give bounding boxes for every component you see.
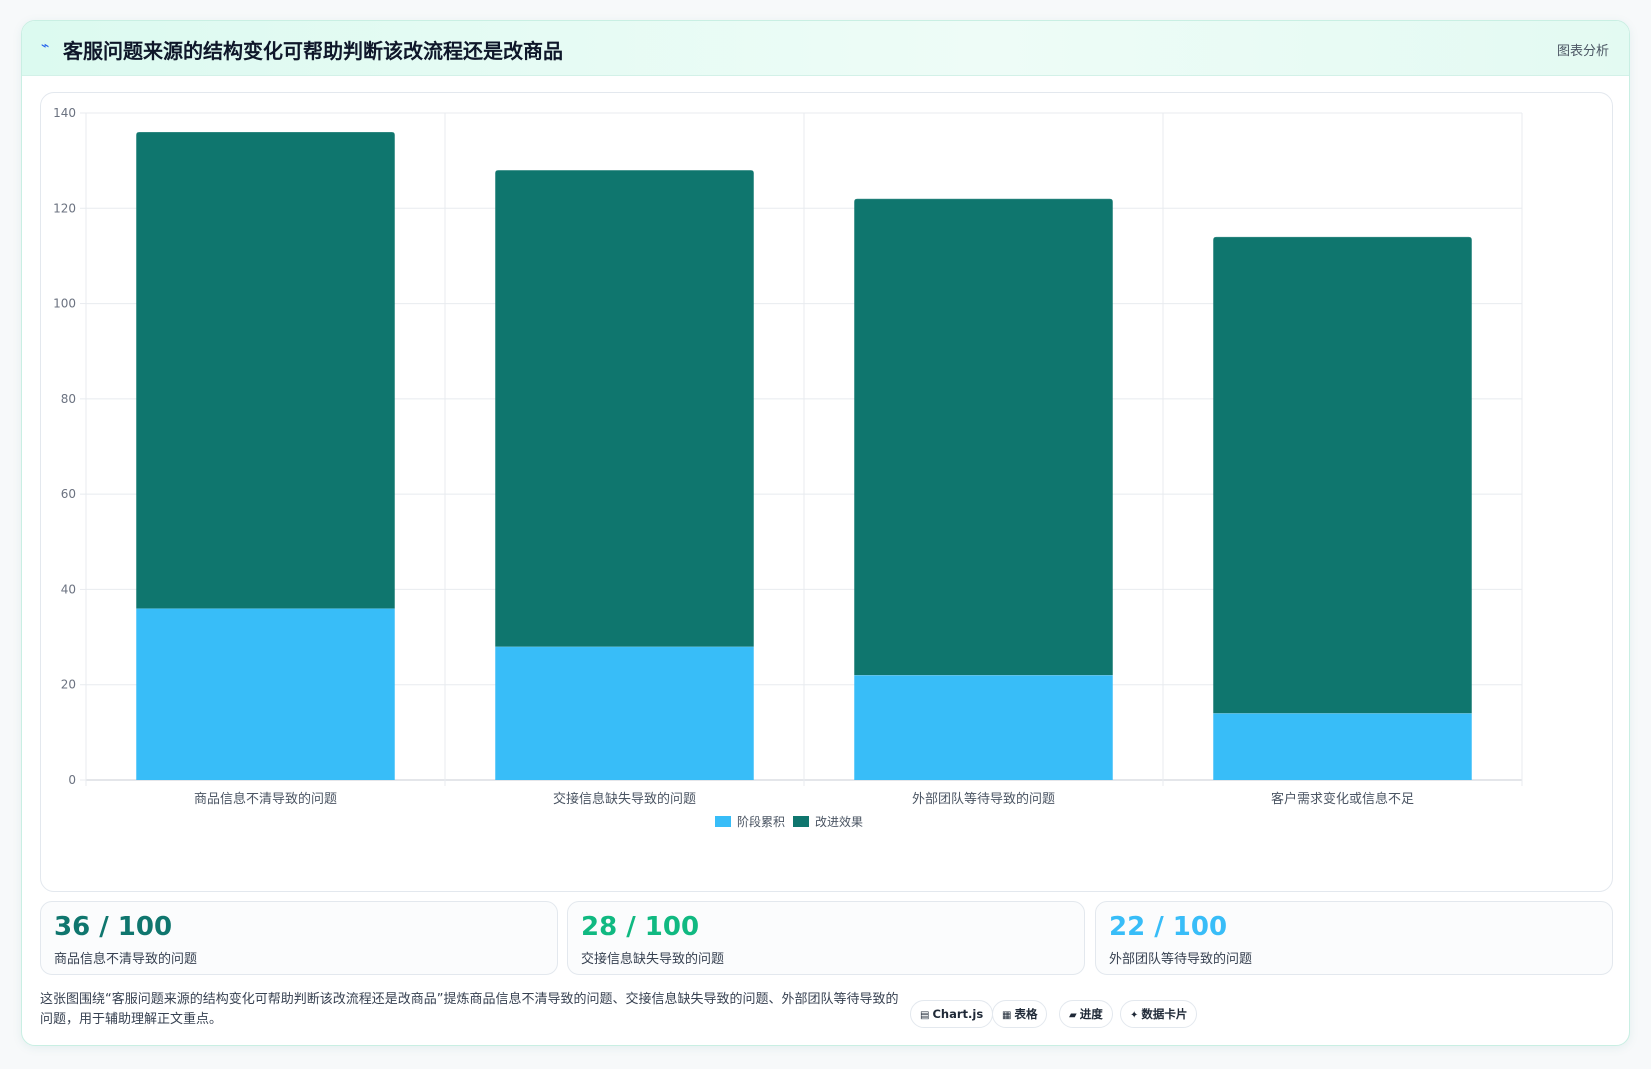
stacked-bar-chart: 0 20 40 60 80 100 120 140 商品信息不清导致的问题 交接信息缺失导致的问题… bbox=[53, 106, 1523, 829]
chip-label: 数据卡片 bbox=[1141, 1007, 1188, 1021]
y-tick-label: 40 bbox=[61, 582, 76, 596]
progress-icon: ▰ bbox=[1069, 1010, 1077, 1021]
kpi-card: 22 / 100 外部团队等待导致的问题 bbox=[1095, 901, 1613, 975]
kpi-value: 22 / 100 bbox=[1109, 912, 1228, 942]
y-tick-label: 0 bbox=[68, 773, 76, 787]
x-tick-label: 交接信息缺失导致的问题 bbox=[553, 791, 696, 807]
y-tick-label: 100 bbox=[53, 297, 76, 311]
y-tick-label: 20 bbox=[61, 678, 76, 692]
y-tick-label: 80 bbox=[61, 392, 76, 406]
kpi-label: 外部团队等待导致的问题 bbox=[1109, 952, 1253, 967]
header-badge: 图表分析 bbox=[1556, 44, 1609, 59]
bar-segment bbox=[136, 608, 395, 780]
kpi-card: 28 / 100 交接信息缺失导致的问题 bbox=[567, 901, 1085, 975]
bar-segment bbox=[495, 170, 754, 647]
table-icon: ▦ bbox=[1002, 1010, 1012, 1021]
x-tick-label: 商品信息不清导致的问题 bbox=[194, 791, 337, 807]
legend-label: 改进效果 bbox=[815, 814, 863, 829]
x-tick-label: 客户需求变化或信息不足 bbox=[1271, 791, 1414, 807]
chip-chartjs[interactable]: ▤ Chart.js bbox=[910, 1000, 994, 1028]
kpi-card: 36 / 100 商品信息不清导致的问题 bbox=[40, 901, 558, 975]
y-tick-label: 120 bbox=[53, 201, 76, 215]
y-tick-label: 60 bbox=[61, 487, 76, 501]
kpi-value: 36 / 100 bbox=[54, 912, 173, 942]
chip-label: 进度 bbox=[1079, 1007, 1103, 1021]
bar-segment bbox=[1213, 236, 1472, 714]
bar-segment bbox=[136, 132, 395, 609]
chart-icon: ▤ bbox=[920, 1010, 930, 1021]
chip-progress[interactable]: ▰ 进度 bbox=[1059, 1000, 1113, 1028]
legend-swatch bbox=[793, 816, 809, 827]
chip-datacard[interactable]: ✦ 数据卡片 bbox=[1120, 1000, 1198, 1028]
card-title: 客服问题来源的结构变化可帮助判断该改流程还是改商品 bbox=[63, 39, 563, 63]
sparkle-icon: ✦ bbox=[1130, 1010, 1139, 1021]
legend-label: 阶段累积 bbox=[737, 814, 785, 829]
chip-table[interactable]: ▦ 表格 bbox=[992, 1000, 1048, 1028]
bar-segment bbox=[854, 198, 1113, 676]
kpi-label: 商品信息不清导致的问题 bbox=[54, 952, 198, 967]
y-tick-label: 140 bbox=[53, 106, 76, 120]
bar-segment bbox=[854, 675, 1113, 780]
trend-line-icon: ⌁ bbox=[41, 38, 50, 54]
kpi-row: 36 / 100 商品信息不清导致的问题 28 / 100 交接信息缺失导致的问… bbox=[40, 901, 1613, 975]
chip-label: 表格 bbox=[1014, 1007, 1038, 1021]
legend-swatch bbox=[715, 816, 731, 827]
bar-segment bbox=[1213, 713, 1472, 780]
kpi-value: 28 / 100 bbox=[581, 912, 700, 942]
card-header: ⌁ 客服问题来源的结构变化可帮助判断该改流程还是改商品 图表分析 bbox=[22, 21, 1629, 76]
kpi-label: 交接信息缺失导致的问题 bbox=[581, 952, 725, 967]
chip-label: Chart.js bbox=[932, 1007, 984, 1021]
bar-segment bbox=[495, 646, 754, 780]
chart-area: 0 20 40 60 80 100 120 140 商品信息不清导致的问题 交接信息缺失导致的问题… bbox=[40, 92, 1613, 892]
x-tick-label: 外部团队等待导致的问题 bbox=[912, 791, 1055, 807]
chart-description: 这张图围绕“客服问题来源的结构变化可帮助判断该改流程还是改商品”提炼商品信息不清… bbox=[40, 992, 899, 1027]
chart-card: ⌁ 客服问题来源的结构变化可帮助判断该改流程还是改商品 图表分析 0 20 40 60… bbox=[21, 20, 1630, 1046]
